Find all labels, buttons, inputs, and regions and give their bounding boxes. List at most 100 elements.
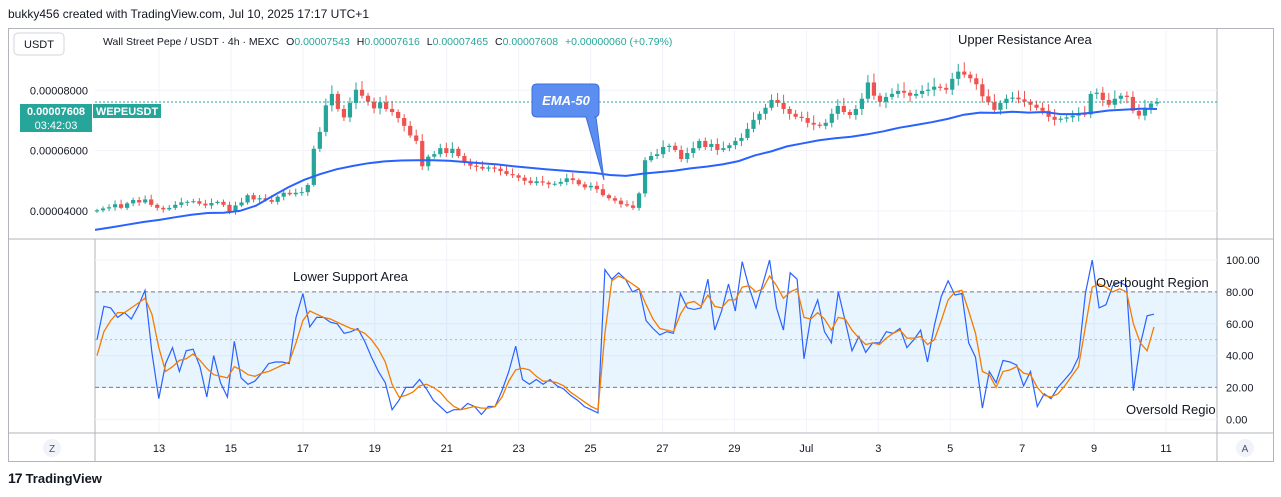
candle-body: [245, 195, 250, 203]
candle-body: [534, 181, 539, 184]
candle-body: [257, 198, 262, 200]
candle-body: [299, 192, 304, 194]
candle-body: [853, 108, 858, 116]
time-tick-label: 9: [1091, 443, 1097, 455]
candle-body: [727, 145, 732, 149]
time-tick-label: 27: [656, 443, 668, 455]
candle-body: [106, 207, 112, 209]
candle-body: [191, 201, 196, 203]
candle-body: [618, 200, 624, 205]
candle-body: [233, 205, 238, 212]
candle-body: [450, 148, 455, 153]
ohlc-legend: Wall Street Pepe / USDT · 4h · MEXC O 0.0…: [103, 36, 672, 48]
ema-callout: EMA-50: [531, 83, 605, 181]
candle-body: [426, 156, 431, 167]
candle-body: [859, 98, 864, 109]
candle-body: [1064, 117, 1069, 119]
candle-body: [143, 199, 148, 203]
candle-body: [335, 93, 341, 109]
candle-body: [992, 102, 997, 110]
close-label: C: [495, 36, 503, 48]
candle-body: [221, 201, 226, 205]
candle-body: [901, 90, 907, 93]
candle-body: [661, 146, 666, 155]
header-caption: bukky456 created with TradingView.com, J…: [8, 7, 369, 21]
auto-scale-button[interactable]: [1236, 439, 1254, 457]
timezone-button-label: Z: [49, 444, 55, 455]
candle-body: [709, 143, 714, 147]
candle-body: [835, 105, 840, 114]
candle-body: [1148, 103, 1154, 108]
time-tick-label: 15: [225, 443, 237, 455]
high-value: 0.00007616: [364, 36, 420, 48]
candle-body: [721, 148, 726, 150]
candle-body: [938, 86, 943, 88]
candle-body: [703, 140, 708, 147]
stoch-d-line: [96, 274, 1155, 411]
last-price-tag: 0.00007608 03:42:03 WEPEUSDT: [20, 104, 161, 132]
candle-body: [1046, 110, 1051, 117]
candle-body: [402, 118, 407, 126]
candle-body: [926, 89, 931, 91]
candle-body: [944, 87, 949, 90]
candles-group: [94, 62, 1160, 215]
low-value: 0.00007465: [433, 36, 489, 48]
header-caption-bar: bukky456 created with TradingView.com, J…: [0, 0, 1281, 28]
candle-body: [739, 137, 744, 141]
currency-button[interactable]: [13, 32, 65, 56]
candle-body: [913, 93, 919, 96]
high-label: H: [357, 36, 365, 48]
candle-body: [137, 200, 142, 203]
candle-body: [203, 203, 208, 206]
candle-body: [691, 148, 696, 153]
time-tick-label: 19: [369, 443, 381, 455]
time-tick-label: 23: [513, 443, 525, 455]
candle-body: [269, 200, 274, 202]
candle-body: [522, 177, 527, 181]
symbol-legend: Wall Street Pepe / USDT · 4h · MEXC: [103, 36, 280, 48]
candle-body: [612, 198, 618, 201]
candle-body: [763, 107, 768, 114]
candle-body: [883, 96, 889, 102]
ema-callout-bubble: [531, 83, 605, 181]
candle-body: [1088, 93, 1093, 115]
candle-body: [287, 192, 292, 195]
open-label: O: [286, 36, 294, 48]
footer-brand: 17 TradingView: [8, 470, 102, 486]
price-tick-label: 0.00006000: [30, 146, 88, 158]
candle-body: [582, 184, 587, 188]
ticker-tag-bg: [93, 104, 161, 118]
candle-body: [805, 118, 810, 123]
candle-body: [275, 196, 280, 202]
candle-body: [1142, 107, 1148, 116]
candle-body: [390, 108, 395, 112]
candle-body: [751, 119, 756, 129]
candle-body: [594, 185, 599, 190]
candle-body: [998, 102, 1003, 110]
candle-body: [871, 82, 877, 96]
candle-body: [251, 195, 256, 200]
time-tick-label: 25: [584, 443, 596, 455]
candle-body: [528, 180, 533, 184]
time-axis[interactable]: 13 15 17 19 21 23 25 27 29 Jul 3 5 7 9 11: [153, 443, 1172, 455]
candle-body: [642, 160, 648, 194]
candle-body: [1118, 95, 1123, 99]
candle-body: [118, 204, 124, 208]
tradingview-logo-icon: 17: [8, 470, 23, 486]
timezone-button[interactable]: [43, 439, 61, 457]
ticker-tag: WEPEUSDT: [96, 106, 159, 118]
candle-body: [1112, 98, 1117, 105]
candle-body: [962, 71, 967, 75]
candle-body: [347, 102, 353, 118]
candle-body: [757, 113, 762, 120]
candle-body: [552, 183, 557, 185]
candle-body: [420, 140, 425, 167]
candle-body: [353, 89, 359, 103]
osc-tick-label: 80.00: [1226, 287, 1254, 299]
candle-body: [371, 101, 377, 109]
candle-body: [889, 93, 895, 97]
candle-body: [510, 174, 515, 176]
candle-body: [112, 204, 118, 208]
candle-body: [1058, 118, 1063, 120]
